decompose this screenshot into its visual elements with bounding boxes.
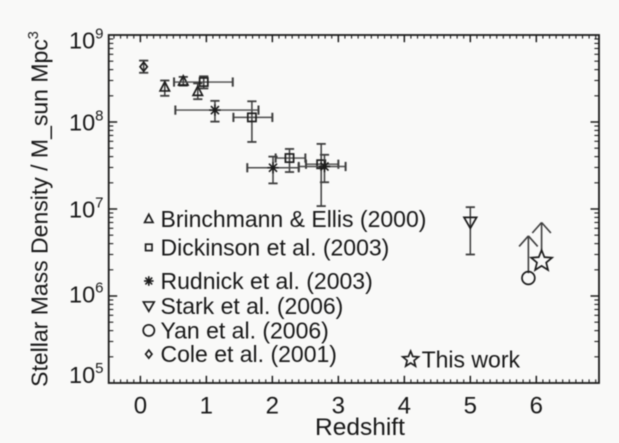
y-tick-label: 105 (69, 360, 103, 388)
data-marker-square (316, 159, 327, 170)
legend-marker-asterisk (144, 276, 154, 286)
data-marker-triangle (191, 84, 204, 97)
data-marker-asterisk (267, 162, 279, 174)
legend-marker-nabla (141, 301, 156, 313)
x-tick-label: 2 (266, 392, 279, 419)
data-marker-square (246, 112, 257, 123)
x-tick-label: 0 (134, 392, 147, 419)
x-tick-label: 5 (464, 392, 477, 419)
asterisk-arm (319, 161, 330, 172)
y-tick-label: 108 (69, 108, 103, 136)
data-marker-star (528, 247, 555, 272)
y-axis-title: Stellar Mass Density / M_sun Mpc3 (26, 31, 53, 387)
asterisk-arm (210, 105, 220, 115)
y-tick-label: 106 (69, 280, 103, 308)
legend-marker-square (144, 243, 153, 252)
data-marker-nabla (462, 216, 479, 230)
legend-marker-circle (142, 323, 156, 337)
asterisk-arm (268, 163, 278, 173)
asterisk-arm (144, 277, 153, 285)
legend-label: Brinchmann & Ellis (2000) (161, 206, 427, 232)
data-marker-diamond (138, 60, 149, 73)
legend-label: Cole et al. (2001) (161, 341, 337, 367)
x-axis-title: Redshift (315, 414, 405, 441)
x-tick-label: 4 (398, 392, 411, 419)
data-marker-triangle (158, 79, 171, 92)
legend-marker-triangle (143, 212, 155, 224)
x-tick-label: 6 (530, 392, 543, 419)
data-marker-triangle (177, 74, 190, 86)
legend-label: Rudnick et al. (2003) (161, 268, 373, 294)
legend-label: Dickinson et al. (2003) (161, 234, 390, 260)
legend-label: Yan et al. (2006) (161, 317, 329, 343)
lower-limit-arrow-wing (531, 221, 543, 234)
data-marker-circle (521, 270, 536, 286)
data-marker-square (198, 77, 209, 87)
data-marker-asterisk (209, 104, 221, 116)
lower-limit-arrow-wing (527, 235, 539, 247)
y-tick-label: 107 (69, 195, 103, 223)
data-marker-square (284, 153, 295, 164)
x-tick-label: 1 (200, 392, 213, 419)
lower-limit-arrow-wing (540, 221, 552, 234)
legend-label-this-work: This work (422, 346, 521, 372)
legend-label: Stark et al. (2006) (161, 293, 344, 319)
y-tick-label: 109 (69, 26, 103, 54)
x-tick-label: 3 (332, 392, 345, 419)
lower-limit-arrow-wing (518, 235, 529, 247)
legend-marker-diamond (144, 348, 154, 360)
legend-marker-star (400, 348, 421, 368)
data-marker-asterisk (318, 160, 331, 173)
